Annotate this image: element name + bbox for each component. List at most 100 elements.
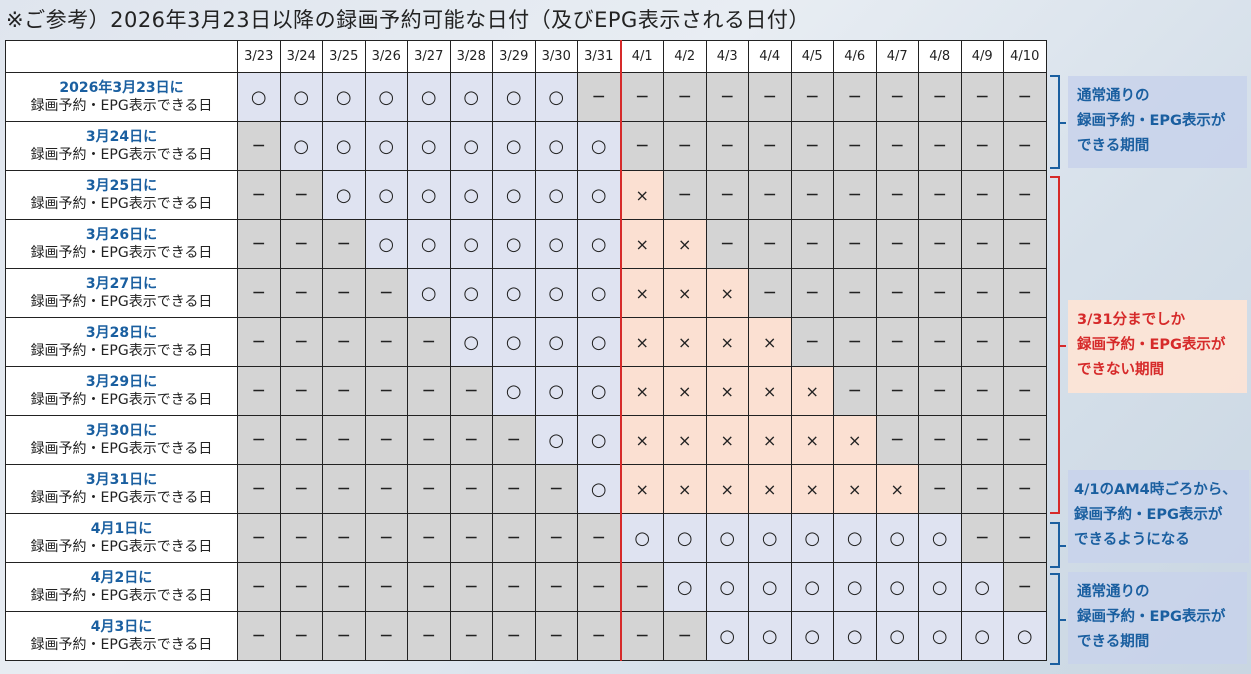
cell-none: － <box>1003 513 1047 563</box>
cell-none: － <box>1003 268 1047 318</box>
cell-none: － <box>449 611 493 661</box>
cell-available: ○ <box>322 72 366 122</box>
row-suffix: 録画予約・EPG表示できる日 <box>30 392 213 408</box>
cell-none: － <box>279 415 323 465</box>
cell-none: － <box>918 464 962 514</box>
cell-none: － <box>663 72 707 122</box>
cell-available: ○ <box>279 121 323 171</box>
column-header: 3/28 <box>449 40 493 73</box>
column-header: 4/9 <box>960 40 1004 73</box>
cell-available: ○ <box>534 415 578 465</box>
cell-none: － <box>279 513 323 563</box>
cell-unavailable: × <box>790 464 834 514</box>
cell-available: ○ <box>748 513 792 563</box>
cell-none: － <box>237 415 281 465</box>
cell-none: － <box>875 366 919 416</box>
cell-none: － <box>790 317 834 367</box>
cell-none: － <box>407 464 451 514</box>
row-suffix: 録画予約・EPG表示できる日 <box>30 490 213 506</box>
cell-available: ○ <box>577 268 621 318</box>
cell-unavailable: × <box>663 415 707 465</box>
cell-unavailable: × <box>790 366 834 416</box>
cell-none: － <box>918 72 962 122</box>
cell-none: － <box>534 464 578 514</box>
cell-none: － <box>237 562 281 612</box>
cell-available: ○ <box>534 170 578 220</box>
cell-none: － <box>918 121 962 171</box>
cell-none: － <box>237 121 281 171</box>
cell-none: － <box>748 268 792 318</box>
cell-none: － <box>875 72 919 122</box>
cell-unavailable: × <box>705 415 749 465</box>
cell-none: － <box>577 562 621 612</box>
cell-none: － <box>663 121 707 171</box>
cell-available: ○ <box>790 611 834 661</box>
cell-none: － <box>407 366 451 416</box>
cell-none: － <box>279 464 323 514</box>
cell-none: － <box>407 513 451 563</box>
cell-unavailable: × <box>705 317 749 367</box>
cell-unavailable: × <box>705 268 749 318</box>
row-suffix: 録画予約・EPG表示できる日 <box>30 294 213 310</box>
cell-available: ○ <box>705 611 749 661</box>
table-row: 4月2日に 録画予約・EPG表示できる日－－－－－－－－－－ ○ ○ ○ ○ ○ ○ ○ ○ － <box>5 562 1047 612</box>
cell-available: ○ <box>364 170 408 220</box>
cell-unavailable: × <box>790 415 834 465</box>
cell-none: － <box>960 219 1004 269</box>
note-line: できる期間 <box>1077 634 1150 650</box>
cell-unavailable: × <box>748 317 792 367</box>
column-header: 3/26 <box>364 40 408 73</box>
cell-none: － <box>322 268 366 318</box>
column-header: 4/2 <box>663 40 707 73</box>
cell-unavailable: × <box>619 317 664 367</box>
cell-available: ○ <box>577 464 621 514</box>
cell-unavailable: × <box>705 366 749 416</box>
cell-none: － <box>279 219 323 269</box>
cell-none: － <box>833 366 877 416</box>
cell-none: － <box>663 170 707 220</box>
cell-none: － <box>619 121 664 171</box>
cell-available: ○ <box>705 562 749 612</box>
bracket-normal-1 <box>1050 75 1066 169</box>
row-suffix: 録画予約・EPG表示できる日 <box>30 588 213 604</box>
cell-none: － <box>237 464 281 514</box>
table-row: 4月1日に 録画予約・EPG表示できる日－－－－－－－－－ ○ ○ ○ ○ ○ ○ ○ ○ －－ <box>5 513 1047 563</box>
cell-none: － <box>1003 121 1047 171</box>
row-date: 3月30日に <box>85 423 158 439</box>
column-header: 4/1 <box>619 40 664 73</box>
table-row: 3月27日に 録画予約・EPG表示できる日－－－－ ○ ○ ○ ○ ○ × × × －－－－－－－ <box>5 268 1047 318</box>
table-row: 3月24日に 録画予約・EPG表示できる日－ ○ ○ ○ ○ ○ ○ ○ ○ －－－－－－－－－－ <box>5 121 1047 171</box>
cell-none: － <box>279 562 323 612</box>
cell-none: － <box>1003 415 1047 465</box>
cell-none: － <box>790 121 834 171</box>
cell-none: － <box>279 317 323 367</box>
cell-none: － <box>237 219 281 269</box>
cell-available: ○ <box>407 72 451 122</box>
cell-available: ○ <box>449 170 493 220</box>
note-line: 録画予約・EPG表示が <box>1077 609 1226 625</box>
cell-none: － <box>1003 317 1047 367</box>
cell-unavailable: × <box>705 464 749 514</box>
row-suffix: 録画予約・EPG表示できる日 <box>30 245 213 261</box>
cell-available: ○ <box>960 562 1004 612</box>
cell-unavailable: × <box>663 366 707 416</box>
cell-none: － <box>833 268 877 318</box>
row-date: 3月27日に <box>85 276 158 292</box>
cell-none: － <box>237 268 281 318</box>
column-header: 4/7 <box>875 40 919 73</box>
cell-none: － <box>449 415 493 465</box>
cell-unavailable: × <box>748 464 792 514</box>
cell-unavailable: × <box>619 366 664 416</box>
column-header: 4/8 <box>918 40 962 73</box>
cell-available: ○ <box>833 513 877 563</box>
cell-none: － <box>790 268 834 318</box>
cell-none: － <box>1003 562 1047 612</box>
cell-none: － <box>364 415 408 465</box>
schedule-table: 3/23 3/24 3/25 3/26 3/27 3/28 3/29 3/30 3/31 4/1 4… <box>5 40 1047 661</box>
note-normal-period-2: 通常通りの 録画予約・EPG表示が できる期間 <box>1068 572 1247 664</box>
cell-available: ○ <box>577 170 621 220</box>
cell-none: － <box>875 121 919 171</box>
cell-none: － <box>790 72 834 122</box>
column-header: 4/4 <box>748 40 792 73</box>
cell-available: ○ <box>449 72 493 122</box>
